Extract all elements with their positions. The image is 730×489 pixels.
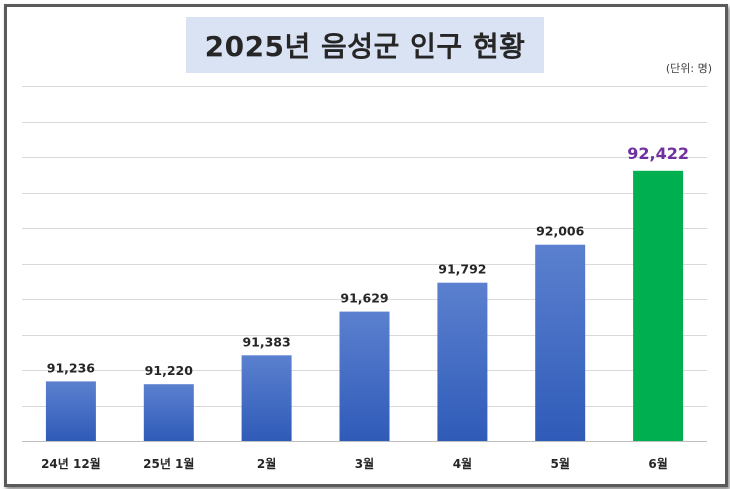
x-tick-label-1: 24년 12월 [41,456,101,471]
chart-title: 2025년 음성군 인구 현황 [204,30,526,63]
bar-2 [143,384,194,441]
x-tick-label-5: 4월 [453,456,472,471]
data-label-1: 91,236 [47,360,96,375]
bar-3 [241,355,292,441]
bar-5 [437,282,488,441]
bar-6 [535,244,586,441]
bars [45,170,684,442]
bar-1 [45,381,96,441]
unit-label: (단위: 명) [665,62,712,75]
data-label-6: 92,006 [536,224,585,239]
bar-7 [633,170,684,442]
data-label-7: 92,422 [627,144,689,163]
data-label-2: 91,220 [145,363,194,378]
data-label-3: 91,383 [242,334,290,349]
x-tick-label-4: 3월 [355,456,374,471]
data-labels: 91,236 91,220 91,383 91,629 91,792 92,006 92,4… [47,144,689,378]
x-axis-tick-labels: 24년 12월 25년 1월 2월 3월 4월 5월 6월 [41,456,668,471]
x-tick-label-2: 25년 1월 [143,456,194,471]
bar-4 [339,311,390,441]
data-label-4: 91,629 [340,291,388,306]
data-label-5: 91,792 [438,262,486,277]
x-tick-label-7: 6월 [648,456,667,471]
x-tick-label-6: 5월 [551,456,570,471]
x-tick-label-3: 2월 [257,456,276,471]
chart-title-box: 2025년 음성군 인구 현황 [186,17,544,73]
